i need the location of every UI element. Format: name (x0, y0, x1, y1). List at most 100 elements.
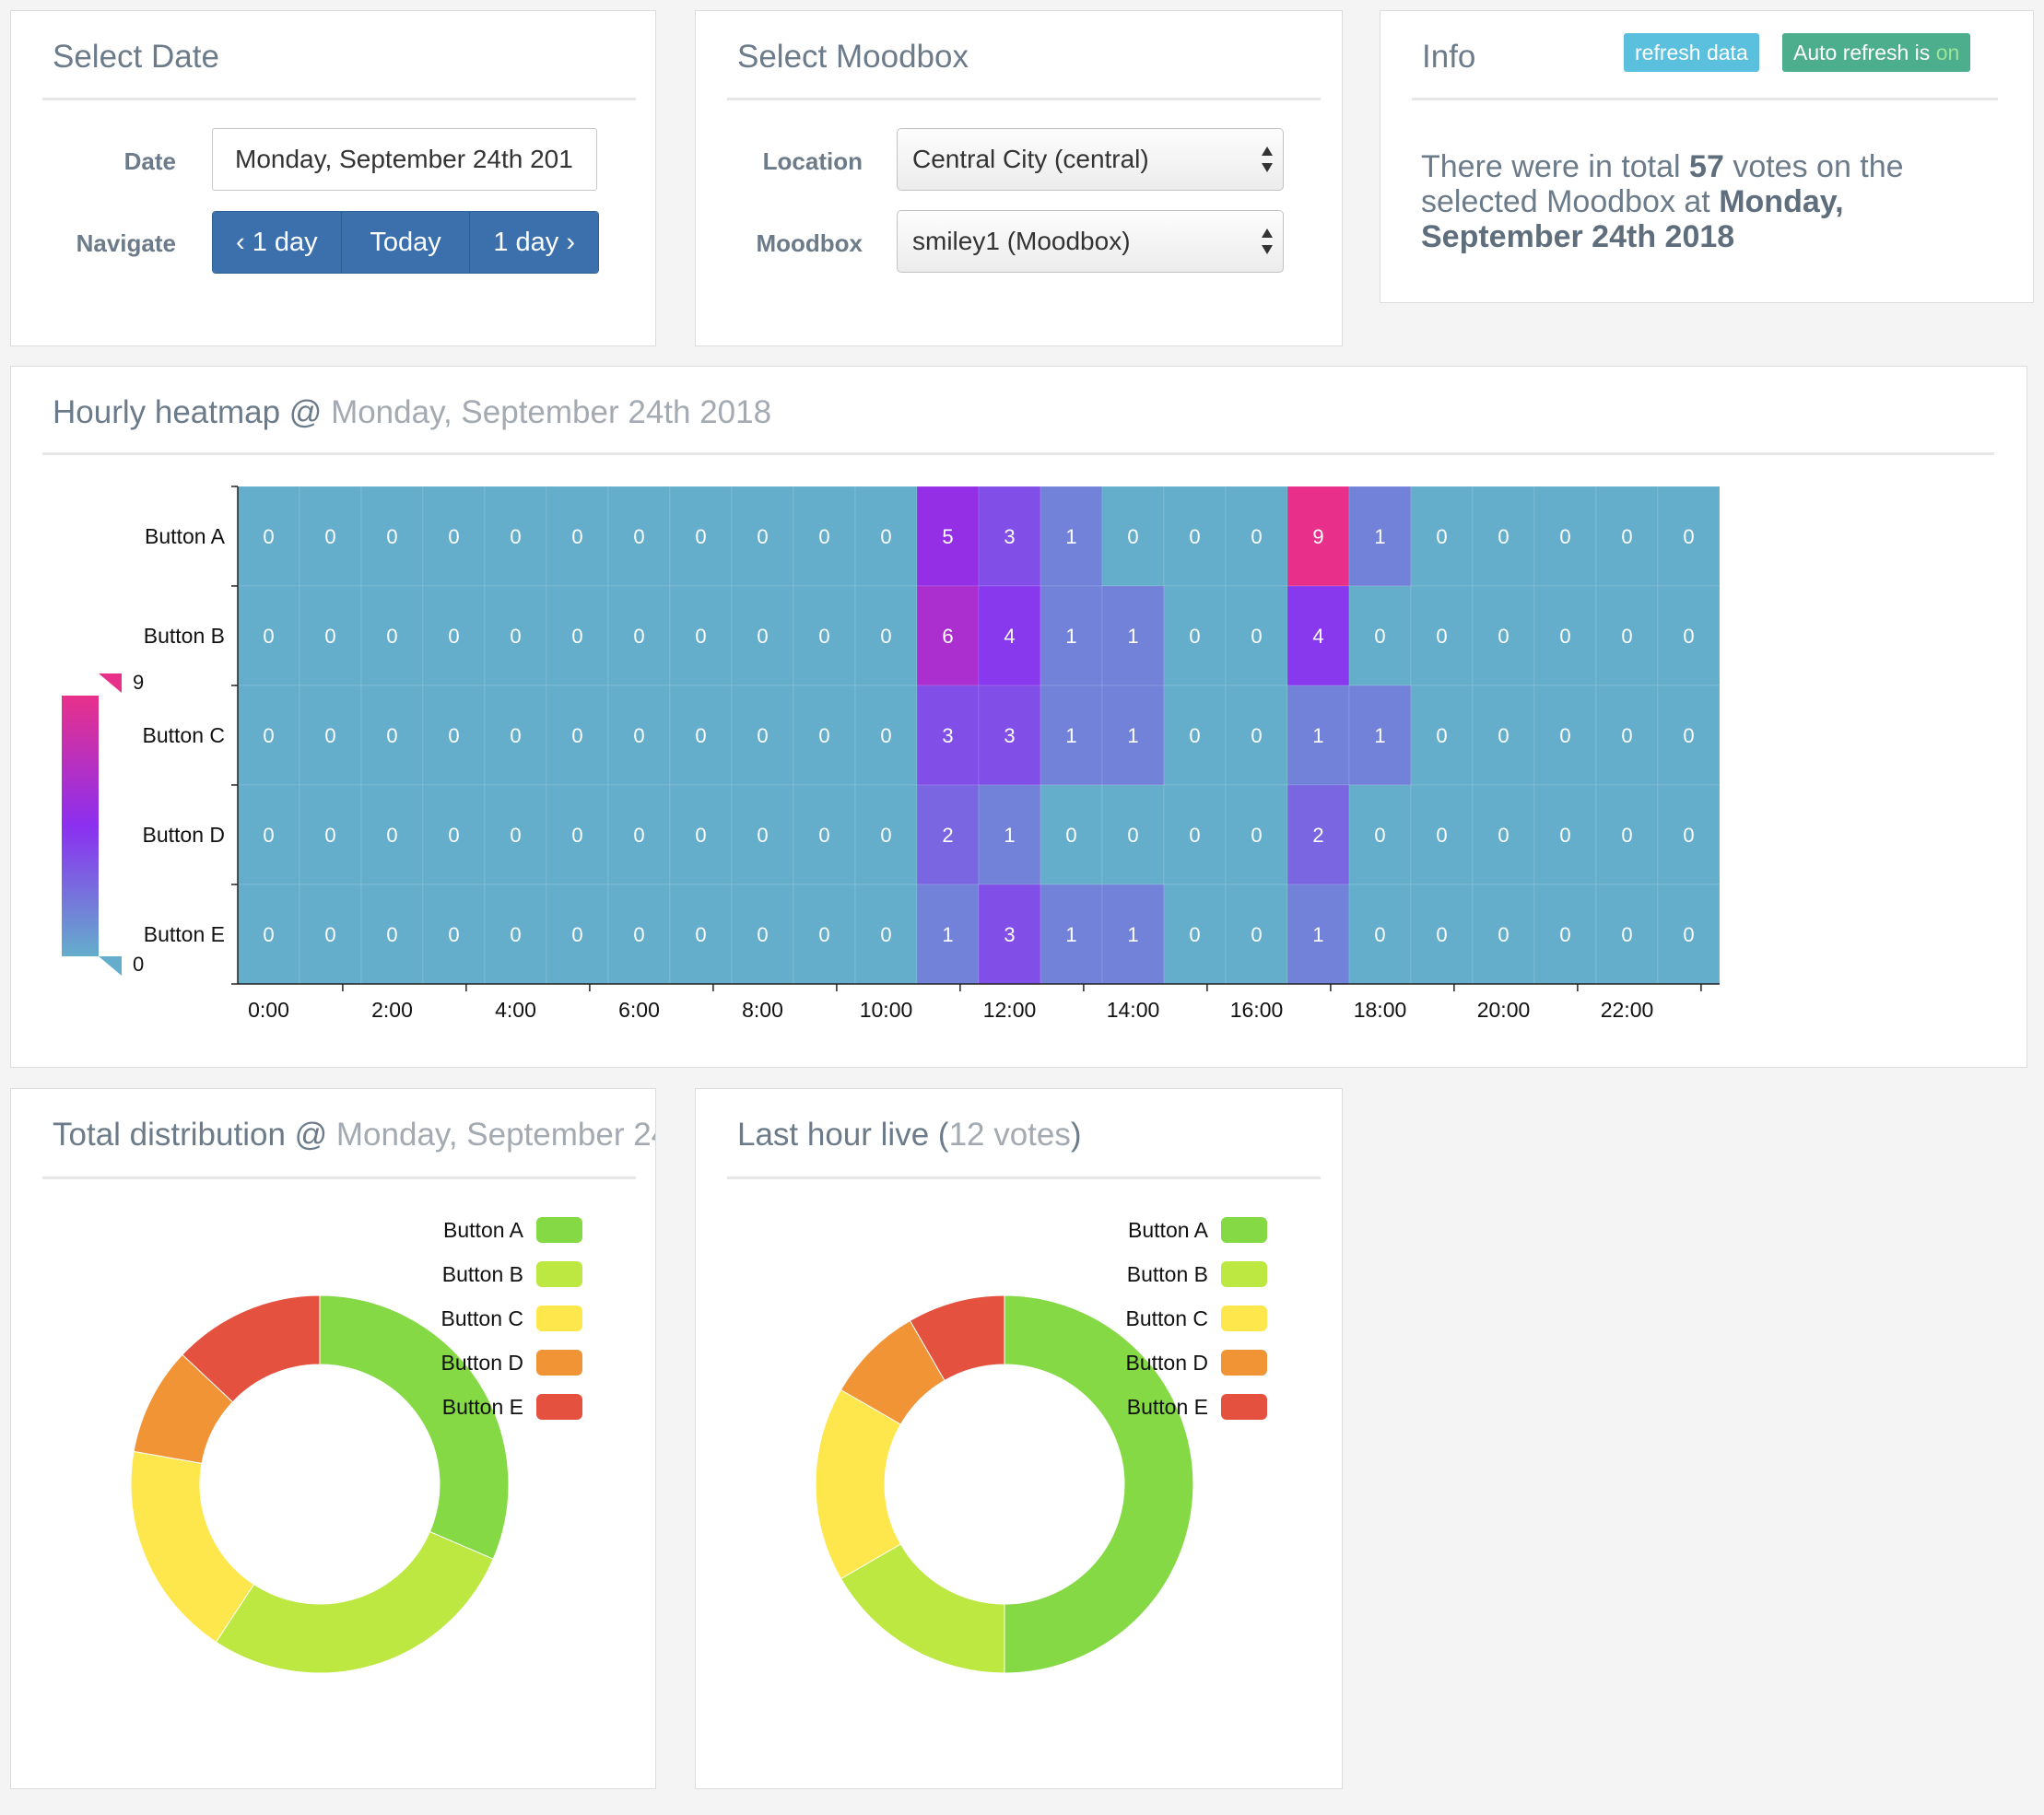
navigate-label: Navigate (76, 229, 176, 257)
heatmap-cell (978, 585, 1041, 686)
heatmap-cell (1286, 784, 1350, 885)
heatmap-cell (854, 486, 918, 587)
heatmap-cell (299, 685, 362, 786)
location-select[interactable]: Central City (central) (897, 128, 1284, 191)
heatmap-x-tick-label: 16:00 (1230, 998, 1284, 1022)
heatmap-cell (793, 486, 856, 587)
heatmap-cell-value: 0 (1189, 824, 1200, 847)
heatmap-cell-value: 0 (448, 525, 459, 548)
heatmap-cell-value: 0 (324, 824, 335, 847)
heatmap-cell-value: 0 (571, 923, 582, 946)
color-scale-max-marker (99, 673, 122, 693)
heatmap-cell (1163, 784, 1227, 885)
refresh-data-button[interactable]: refresh data (1624, 33, 1759, 72)
heatmap-row-label: Button E (144, 922, 225, 946)
heatmap-cell-value: 0 (571, 824, 582, 847)
heatmap-cell (1595, 784, 1659, 885)
heatmap-title: Hourly heatmap @ Monday, September 24th … (53, 394, 772, 430)
moodbox-label: Moodbox (756, 229, 863, 257)
moodbox-select[interactable]: smiley1 (Moodbox) (897, 210, 1284, 273)
color-scale-bar (62, 696, 99, 956)
heatmap-cell (1348, 685, 1412, 786)
heatmap-cell-value: 0 (1683, 625, 1694, 648)
heatmap-cell-value: 0 (1374, 923, 1385, 946)
heatmap-cell-value: 0 (1251, 824, 1262, 847)
heatmap-cell (484, 685, 547, 786)
legend-swatch (1221, 1261, 1267, 1287)
heatmap-cell-value: 0 (695, 824, 706, 847)
heatmap-cell-value: 0 (324, 724, 335, 747)
heatmap-row-label: Button C (143, 723, 226, 747)
heatmap-cell (669, 685, 733, 786)
location-label: Location (762, 147, 863, 175)
heatmap-cell (1286, 884, 1350, 985)
heatmap-cell-value: 0 (695, 724, 706, 747)
legend-swatch (536, 1261, 582, 1287)
heatmap-cell-value: 0 (1251, 625, 1262, 648)
heatmap-cell (1533, 486, 1597, 587)
heatmap-cell (1410, 884, 1474, 985)
heatmap-cell-value: 0 (818, 525, 829, 548)
heatmap-cell-value: 0 (633, 724, 644, 747)
heatmap-x-tick-label: 12:00 (983, 998, 1037, 1022)
heatmap-cell-value: 0 (324, 525, 335, 548)
heatmap-cell-value: 3 (1004, 525, 1015, 548)
legend-item: Button E (441, 1395, 523, 1419)
heatmap-cell-value: 0 (448, 724, 459, 747)
heatmap-cell (978, 784, 1041, 885)
heatmap-cell-value: 0 (263, 625, 274, 648)
heatmap-cell-value: 0 (263, 724, 274, 747)
heatmap-cell-value: 0 (1189, 525, 1200, 548)
select-date-title: Select Date (53, 39, 219, 75)
heatmap-cell (422, 784, 486, 885)
auto-refresh-toggle[interactable]: Auto refresh is on (1782, 33, 1971, 72)
heatmap-cell-value: 0 (818, 923, 829, 946)
total-distribution-title: Total distribution @ Monday, September 2… (53, 1117, 655, 1153)
heatmap-cell-value: 1 (1374, 724, 1385, 747)
heatmap-cell-value: 0 (633, 923, 644, 946)
heatmap-cell (1286, 585, 1350, 686)
heatmap-cell-value: 0 (757, 625, 768, 648)
heatmap-date: Monday, September 24th 2018 (331, 394, 772, 430)
previous-day-button[interactable]: ‹ 1 day (213, 212, 342, 273)
total-votes-count: 57 (1689, 149, 1724, 184)
heatmap-cell-value: 0 (263, 923, 274, 946)
heatmap-cell (1595, 884, 1659, 985)
divider (1412, 98, 1998, 100)
heatmap-cell-value: 3 (1004, 923, 1015, 946)
heatmap-cell (1040, 585, 1103, 686)
next-day-button[interactable]: 1 day › (470, 212, 598, 273)
heatmap-cell (1410, 585, 1474, 686)
today-button[interactable]: Today (341, 212, 471, 273)
heatmap-cell (1472, 884, 1535, 985)
heatmap-cell-value: 0 (1621, 525, 1632, 548)
heatmap-cell-value: 0 (880, 923, 891, 946)
heatmap-cell-value: 0 (386, 625, 397, 648)
legend-swatch (536, 1306, 582, 1331)
heatmap-cell (1657, 784, 1721, 885)
heatmap-cell (546, 884, 609, 985)
heatmap-cell-value: 0 (1498, 923, 1509, 946)
heatmap-cell-value: 0 (1498, 625, 1509, 648)
heatmap-cell (484, 884, 547, 985)
heatmap-x-tick-label: 10:00 (860, 998, 913, 1022)
legend-item: Button A (443, 1218, 523, 1242)
heatmap-cell-value: 0 (510, 525, 521, 548)
heatmap-cell-value: 0 (1559, 824, 1570, 847)
heatmap-cell-value: 1 (1312, 923, 1323, 946)
heatmap-cell-value: 0 (1251, 525, 1262, 548)
heatmap-cell-value: 0 (510, 625, 521, 648)
heatmap-x-tick-label: 2:00 (371, 998, 413, 1022)
date-input[interactable]: Monday, September 24th 201 (212, 128, 597, 191)
heatmap-cell-value: 1 (1127, 625, 1138, 648)
auto-refresh-state: on (1935, 41, 1960, 64)
heatmap-cell-value: 4 (1312, 625, 1323, 648)
heatmap-cell-value: 3 (1004, 724, 1015, 747)
heatmap-cell-value: 0 (1498, 724, 1509, 747)
heatmap-cell-value: 3 (942, 724, 953, 747)
heatmap-cell (1472, 585, 1535, 686)
heatmap-cell (360, 784, 424, 885)
heatmap-cell (1533, 884, 1597, 985)
color-scale-min-marker (99, 956, 122, 976)
heatmap-cell-value: 1 (942, 923, 953, 946)
